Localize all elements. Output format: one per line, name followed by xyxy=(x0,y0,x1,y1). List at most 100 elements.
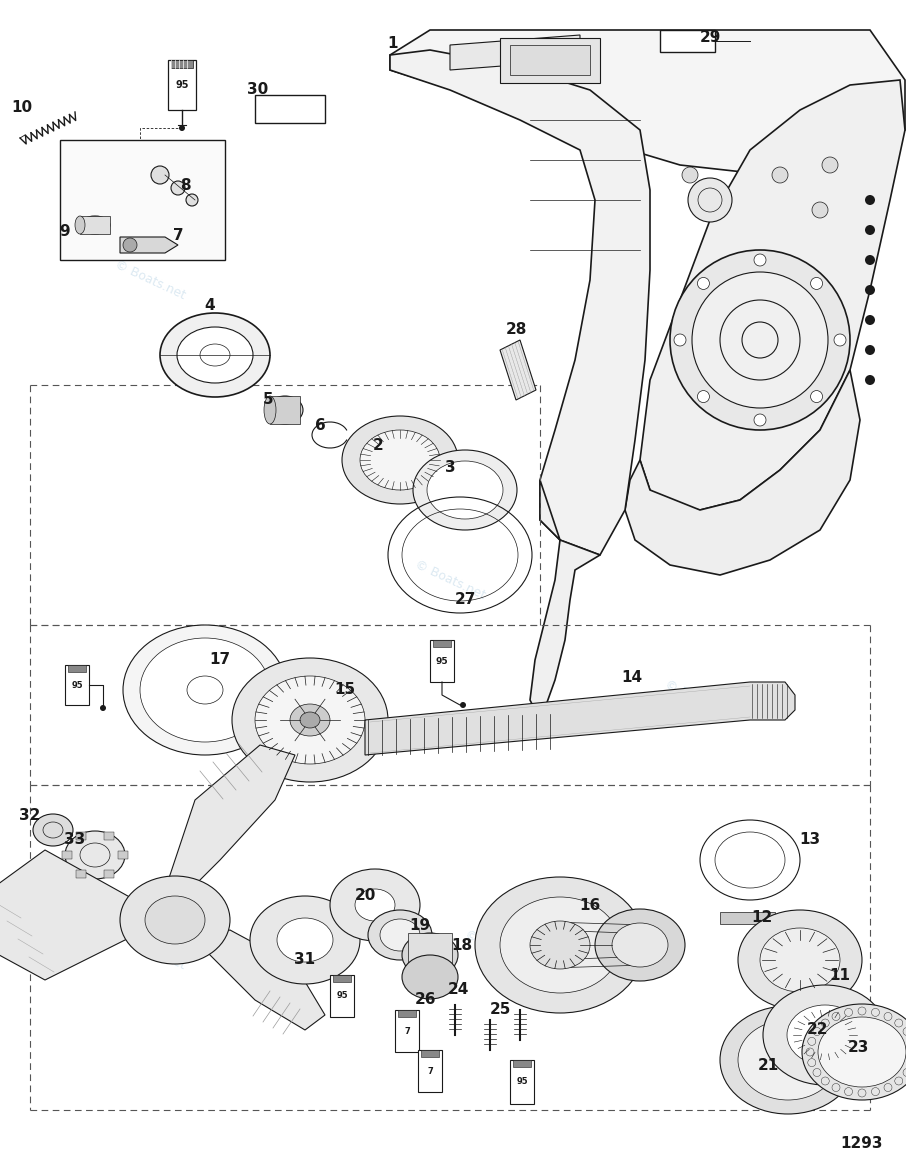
Text: 31: 31 xyxy=(294,953,315,967)
Bar xyxy=(430,640,454,682)
Circle shape xyxy=(123,238,137,252)
Circle shape xyxy=(688,178,732,223)
Text: 1293: 1293 xyxy=(840,1136,882,1151)
Text: 7: 7 xyxy=(427,1066,433,1075)
Text: 5: 5 xyxy=(263,393,274,408)
Polygon shape xyxy=(195,930,325,1030)
Text: 95: 95 xyxy=(72,680,82,690)
Ellipse shape xyxy=(368,910,432,960)
Circle shape xyxy=(754,414,766,426)
Circle shape xyxy=(179,125,185,130)
Circle shape xyxy=(692,271,828,408)
Ellipse shape xyxy=(330,869,420,941)
Text: 33: 33 xyxy=(64,833,86,847)
Ellipse shape xyxy=(763,984,887,1085)
Ellipse shape xyxy=(277,918,333,962)
Bar xyxy=(65,665,89,705)
Ellipse shape xyxy=(360,430,440,490)
Bar xyxy=(171,61,193,68)
Text: 29: 29 xyxy=(699,29,720,44)
Ellipse shape xyxy=(380,919,420,951)
Polygon shape xyxy=(165,744,295,895)
Ellipse shape xyxy=(760,929,840,993)
Polygon shape xyxy=(450,35,580,70)
Bar xyxy=(408,933,452,977)
Text: 4: 4 xyxy=(205,297,216,312)
Text: 23: 23 xyxy=(847,1040,869,1055)
Text: 9: 9 xyxy=(60,225,71,240)
Text: 7: 7 xyxy=(173,227,183,242)
Ellipse shape xyxy=(738,910,862,1010)
Ellipse shape xyxy=(720,1007,856,1114)
Ellipse shape xyxy=(140,638,270,742)
Text: 22: 22 xyxy=(807,1023,829,1038)
Text: 21: 21 xyxy=(757,1058,778,1073)
Ellipse shape xyxy=(530,922,590,969)
Ellipse shape xyxy=(612,923,668,967)
Bar xyxy=(168,61,196,110)
Polygon shape xyxy=(530,480,600,709)
Text: 20: 20 xyxy=(354,888,376,903)
Ellipse shape xyxy=(267,396,303,424)
Circle shape xyxy=(754,254,766,266)
Circle shape xyxy=(865,345,875,355)
Ellipse shape xyxy=(413,450,517,530)
Bar xyxy=(76,870,86,878)
Ellipse shape xyxy=(475,877,645,1014)
Text: © Boats.net: © Boats.net xyxy=(112,929,188,972)
Circle shape xyxy=(100,705,106,711)
Text: 30: 30 xyxy=(247,83,268,98)
Text: 11: 11 xyxy=(830,967,851,982)
Text: 16: 16 xyxy=(579,897,601,912)
Polygon shape xyxy=(120,236,178,253)
Circle shape xyxy=(151,165,169,184)
Text: 17: 17 xyxy=(209,652,230,668)
Circle shape xyxy=(865,225,875,235)
Bar xyxy=(333,975,351,982)
Text: 7: 7 xyxy=(404,1026,410,1036)
Ellipse shape xyxy=(160,313,270,397)
Ellipse shape xyxy=(255,676,365,764)
Circle shape xyxy=(460,702,466,708)
Ellipse shape xyxy=(738,1021,838,1100)
Text: © Boats.net: © Boats.net xyxy=(163,678,237,722)
Polygon shape xyxy=(0,850,145,980)
Circle shape xyxy=(822,157,838,172)
Bar xyxy=(513,1060,531,1067)
Bar xyxy=(510,1060,534,1104)
Text: 15: 15 xyxy=(334,683,355,698)
Ellipse shape xyxy=(264,396,276,424)
Ellipse shape xyxy=(787,1005,863,1065)
Text: 13: 13 xyxy=(799,833,821,847)
Circle shape xyxy=(171,181,185,195)
Bar xyxy=(104,870,114,878)
Text: 27: 27 xyxy=(454,593,476,607)
Text: 3: 3 xyxy=(445,460,456,475)
Circle shape xyxy=(865,315,875,325)
Polygon shape xyxy=(640,80,905,510)
Circle shape xyxy=(811,277,823,289)
Text: 19: 19 xyxy=(410,918,430,932)
Ellipse shape xyxy=(427,461,503,518)
Text: 6: 6 xyxy=(314,417,325,432)
Text: 95: 95 xyxy=(336,991,348,1001)
Text: 12: 12 xyxy=(751,911,773,925)
Circle shape xyxy=(811,390,823,403)
Text: 10: 10 xyxy=(12,99,33,114)
Bar xyxy=(433,640,451,647)
Circle shape xyxy=(698,277,709,289)
Text: 14: 14 xyxy=(622,671,642,685)
Polygon shape xyxy=(390,50,650,555)
Bar xyxy=(720,912,775,924)
Circle shape xyxy=(865,285,875,295)
Bar xyxy=(118,850,128,859)
Polygon shape xyxy=(625,370,860,576)
Text: 95: 95 xyxy=(516,1078,528,1087)
Text: © Boats.net: © Boats.net xyxy=(463,929,537,972)
Circle shape xyxy=(834,334,846,346)
Ellipse shape xyxy=(250,896,360,984)
Ellipse shape xyxy=(300,712,320,728)
Ellipse shape xyxy=(145,896,205,944)
Polygon shape xyxy=(390,30,905,175)
Ellipse shape xyxy=(818,1017,906,1087)
